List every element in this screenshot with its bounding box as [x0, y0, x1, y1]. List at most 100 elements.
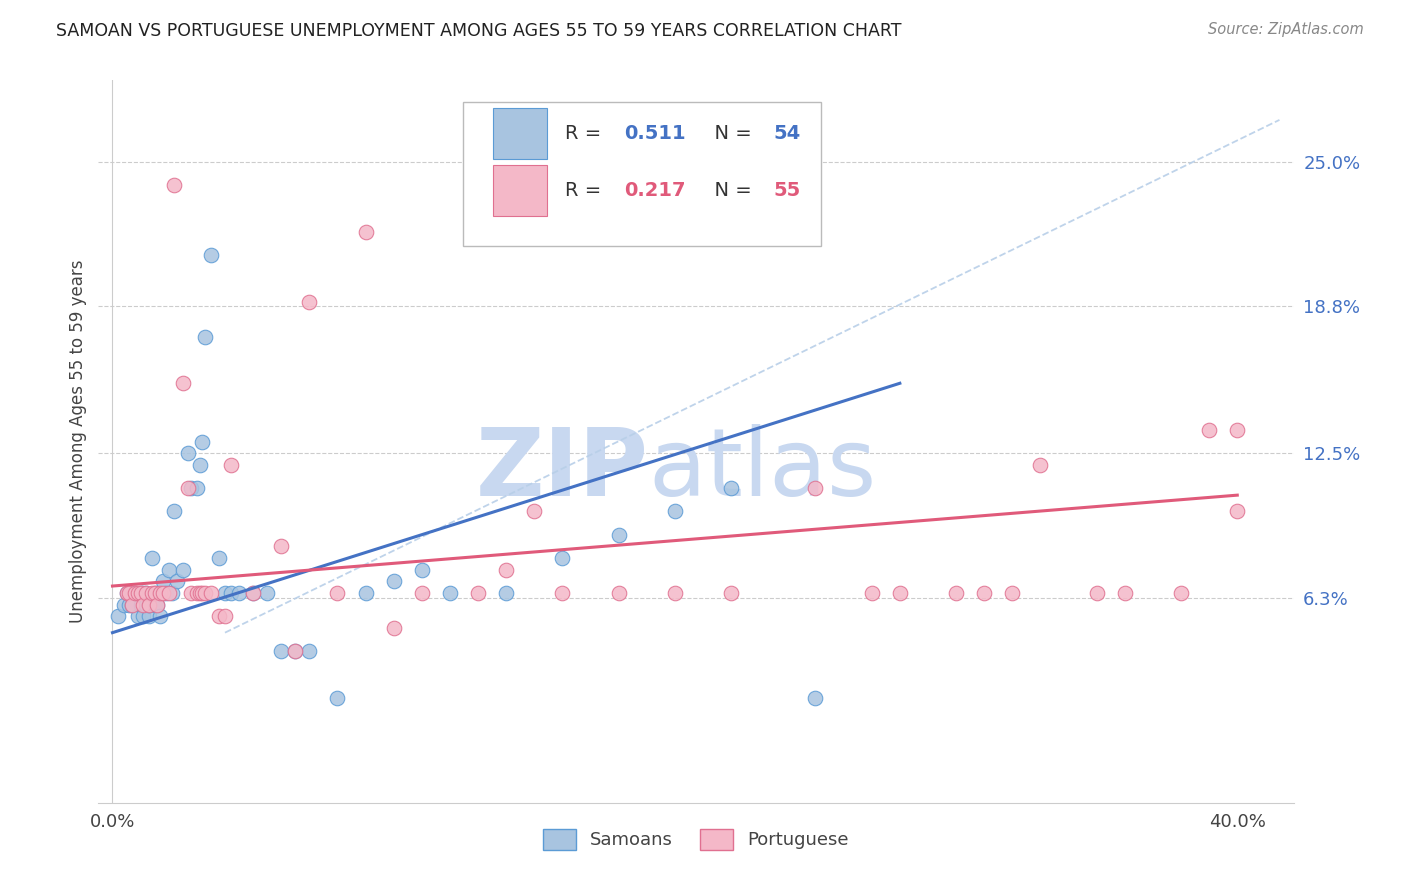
Point: [177, 481, 200, 495]
Point: [208, 551, 231, 566]
Point: [720, 481, 742, 495]
Text: 0.511: 0.511: [624, 124, 686, 143]
Point: [141, 551, 163, 566]
Point: [118, 586, 141, 600]
Point: [382, 574, 405, 589]
Point: [118, 598, 141, 612]
Point: [149, 609, 172, 624]
Point: [146, 598, 169, 612]
Point: [1085, 586, 1108, 600]
Point: [284, 644, 307, 658]
Text: Source: ZipAtlas.com: Source: ZipAtlas.com: [1208, 22, 1364, 37]
Point: [411, 563, 433, 577]
Point: [172, 563, 194, 577]
Point: [143, 586, 166, 600]
FancyBboxPatch shape: [494, 165, 547, 216]
Text: N =: N =: [702, 124, 758, 143]
FancyBboxPatch shape: [463, 102, 821, 246]
Point: [163, 504, 186, 518]
Point: [298, 644, 321, 658]
Point: [107, 609, 129, 624]
Point: [155, 586, 177, 600]
Point: [973, 586, 995, 600]
Point: [166, 574, 188, 589]
Point: [157, 563, 180, 577]
Point: [720, 586, 742, 600]
Text: SAMOAN VS PORTUGUESE UNEMPLOYMENT AMONG AGES 55 TO 59 YEARS CORRELATION CHART: SAMOAN VS PORTUGUESE UNEMPLOYMENT AMONG …: [56, 22, 901, 40]
Point: [143, 586, 166, 600]
Point: [284, 644, 307, 658]
Point: [214, 609, 236, 624]
Point: [180, 586, 202, 600]
Point: [495, 563, 517, 577]
Point: [219, 458, 242, 472]
Point: [149, 586, 172, 600]
Point: [177, 446, 200, 460]
Point: [664, 586, 686, 600]
Point: [152, 586, 174, 600]
Text: ZIP: ZIP: [475, 425, 648, 516]
Point: [208, 609, 231, 624]
Point: [152, 574, 174, 589]
Text: 0.217: 0.217: [624, 181, 686, 200]
Point: [607, 528, 630, 542]
Point: [138, 598, 160, 612]
Point: [194, 329, 217, 343]
Y-axis label: Unemployment Among Ages 55 to 59 years: Unemployment Among Ages 55 to 59 years: [69, 260, 87, 624]
Point: [804, 481, 827, 495]
Point: [551, 551, 574, 566]
Point: [1001, 586, 1024, 600]
Point: [157, 586, 180, 600]
Point: [121, 598, 143, 612]
Point: [382, 621, 405, 635]
Point: [945, 586, 967, 600]
Point: [523, 504, 546, 518]
Point: [1114, 586, 1136, 600]
Point: [242, 586, 264, 600]
Point: [270, 644, 292, 658]
Point: [180, 481, 202, 495]
Point: [467, 586, 489, 600]
Point: [551, 586, 574, 600]
Point: [163, 178, 186, 193]
Point: [132, 586, 155, 600]
Point: [439, 586, 461, 600]
Point: [129, 598, 152, 612]
Point: [115, 586, 138, 600]
Point: [607, 586, 630, 600]
Point: [214, 586, 236, 600]
Point: [889, 586, 911, 600]
Point: [115, 586, 138, 600]
Point: [135, 598, 157, 612]
Point: [326, 690, 349, 705]
Text: N =: N =: [702, 181, 758, 200]
Point: [804, 690, 827, 705]
Point: [298, 294, 321, 309]
Point: [135, 586, 157, 600]
Text: 54: 54: [773, 124, 801, 143]
Point: [326, 586, 349, 600]
Point: [495, 586, 517, 600]
Point: [160, 586, 183, 600]
Point: [186, 481, 208, 495]
Text: R =: R =: [565, 181, 607, 200]
Point: [191, 434, 214, 449]
Point: [200, 586, 222, 600]
Point: [112, 598, 135, 612]
Point: [354, 586, 377, 600]
Point: [188, 458, 211, 472]
Point: [141, 586, 163, 600]
Point: [242, 586, 264, 600]
Point: [127, 586, 149, 600]
Text: 55: 55: [773, 181, 801, 200]
Point: [143, 598, 166, 612]
Point: [1226, 423, 1249, 437]
Point: [1226, 504, 1249, 518]
Point: [121, 598, 143, 612]
Point: [219, 586, 242, 600]
Point: [1029, 458, 1052, 472]
Point: [124, 586, 146, 600]
Point: [354, 225, 377, 239]
Point: [664, 504, 686, 518]
Point: [1198, 423, 1220, 437]
